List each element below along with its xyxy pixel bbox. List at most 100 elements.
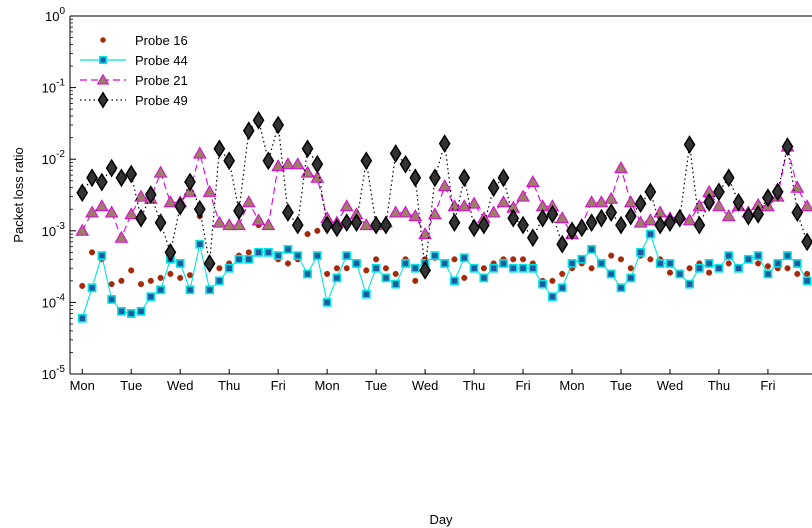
- data-point-probe-49: [713, 182, 725, 202]
- legend-entry-probe-16: Probe 16: [100, 33, 188, 48]
- data-point-probe-44: [322, 297, 332, 307]
- data-point-probe-49: [399, 154, 412, 174]
- data-point-probe-21: [467, 196, 481, 209]
- data-point-probe-44: [224, 263, 234, 273]
- data-point-probe-16: [284, 260, 291, 267]
- data-point-probe-49: [546, 204, 559, 224]
- data-point-probe-49: [233, 201, 245, 221]
- data-point-probe-49: [380, 215, 392, 235]
- data-point-probe-44: [77, 313, 87, 323]
- data-point-probe-44: [724, 251, 734, 261]
- data-point-probe-16: [343, 265, 350, 272]
- data-point-probe-16: [304, 231, 311, 238]
- data-point-probe-49: [526, 228, 539, 248]
- data-point-probe-16: [177, 274, 184, 281]
- data-point-probe-49: [634, 194, 647, 213]
- data-point-probe-21: [310, 170, 325, 183]
- data-point-probe-44: [479, 273, 489, 283]
- data-point-probe-16: [461, 274, 468, 281]
- data-point-probe-21: [212, 215, 227, 228]
- data-point-probe-21: [104, 205, 119, 218]
- data-point-probe-49: [693, 215, 706, 235]
- data-point-probe-21: [75, 223, 90, 236]
- data-point-probe-44: [381, 273, 391, 283]
- data-point-probe-21: [721, 209, 736, 222]
- data-point-probe-21: [271, 159, 286, 172]
- data-point-probe-16: [549, 277, 556, 284]
- data-point-probe-44: [685, 279, 694, 289]
- data-point-probe-44: [499, 259, 508, 268]
- data-point-probe-21: [232, 218, 246, 231]
- data-point-probe-44: [743, 254, 753, 264]
- data-point-probe-49: [409, 168, 422, 188]
- data-point-probe-21: [251, 213, 266, 226]
- data-point-probe-44: [410, 263, 420, 273]
- x-axis-label: Day: [429, 512, 453, 527]
- data-point-probe-21: [633, 215, 648, 228]
- data-point-probe-44: [303, 269, 312, 279]
- legend-entry-probe-49: Probe 49: [80, 91, 188, 109]
- data-point-probe-16: [186, 272, 194, 279]
- legend-label-probe-49: Probe 49: [135, 93, 188, 108]
- data-point-probe-44: [655, 259, 665, 268]
- data-point-probe-21: [339, 199, 354, 212]
- data-point-probe-49: [536, 208, 549, 228]
- data-point-probe-49: [350, 213, 363, 233]
- data-point-probe-21: [447, 199, 462, 212]
- data-point-probe-44: [459, 253, 469, 263]
- data-point-probe-21: [496, 195, 511, 208]
- data-point-probe-16: [147, 277, 154, 284]
- legend-marker-probe-44: [98, 55, 108, 65]
- data-point-probe-44: [126, 309, 136, 318]
- data-point-probe-49: [595, 208, 608, 228]
- data-point-probe-44: [450, 276, 459, 286]
- data-point-probe-21: [94, 199, 109, 212]
- data-point-probe-49: [242, 121, 255, 141]
- data-point-probe-49: [184, 172, 196, 192]
- axes-layer: 10-5 10-4 10-3 10-2 10-1 100 Mon Tue Wed Thu Fri Mo…: [42, 6, 812, 393]
- x-tick-label: Thu: [218, 378, 240, 393]
- data-point-probe-49: [95, 172, 108, 192]
- data-point-probe-44: [753, 251, 763, 261]
- data-point-probe-44: [792, 259, 802, 268]
- data-point-probe-44: [136, 306, 146, 316]
- data-point-probe-49: [311, 154, 324, 174]
- data-point-probe-16: [108, 281, 115, 288]
- data-point-probe-49: [135, 208, 147, 228]
- data-point-probe-44: [273, 251, 283, 261]
- legend-marker-probe-49: [97, 91, 109, 109]
- data-point-probe-49: [517, 215, 529, 235]
- data-point-probe-49: [301, 139, 314, 159]
- data-point-probe-44: [734, 263, 743, 273]
- x-tick-label: Tue: [365, 378, 387, 393]
- data-point-probe-21: [388, 205, 403, 218]
- legend-marker-probe-21: [96, 73, 110, 85]
- data-point-probe-16: [216, 265, 223, 272]
- data-point-probe-49: [86, 168, 98, 188]
- data-point-probe-21: [643, 213, 658, 226]
- data-point-probe-49: [605, 203, 618, 222]
- legend-label-probe-44: Probe 44: [135, 53, 188, 68]
- data-point-probe-49: [331, 218, 343, 238]
- data-point-probe-21: [85, 205, 99, 218]
- data-point-probe-44: [567, 259, 577, 268]
- data-point-probe-44: [146, 292, 156, 302]
- data-point-probe-49: [154, 213, 167, 233]
- data-point-probe-16: [588, 265, 595, 272]
- data-point-probe-49: [497, 168, 510, 188]
- legend-label-probe-21: Probe 21: [135, 73, 188, 88]
- data-point-probe-21: [241, 195, 256, 208]
- data-point-probe-44: [645, 229, 655, 239]
- data-point-probe-21: [692, 199, 707, 212]
- legend-entry-probe-44: Probe 44: [80, 53, 188, 68]
- data-point-probe-44: [538, 279, 548, 289]
- data-point-probe-49: [419, 260, 431, 280]
- series-probe-44: [77, 229, 812, 323]
- data-point-probe-44: [704, 259, 714, 268]
- data-point-probe-44: [714, 263, 724, 273]
- data-point-probe-49: [781, 137, 794, 157]
- data-point-probe-44: [508, 263, 518, 273]
- data-point-probe-49: [507, 208, 520, 228]
- data-point-probe-49: [252, 110, 265, 130]
- data-point-probe-16: [647, 256, 654, 263]
